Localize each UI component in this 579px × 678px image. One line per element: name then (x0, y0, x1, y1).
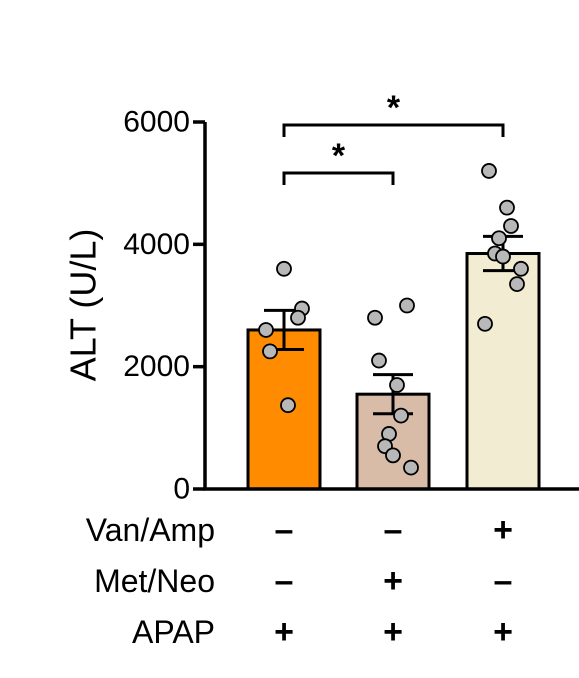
y-tick-label-0: 0 (173, 473, 190, 506)
significance-bracket-2 (282, 171, 395, 185)
significance-star-1: * (387, 89, 401, 127)
y-tick-label-4000: 4000 (123, 228, 190, 261)
data-point (276, 260, 292, 277)
condition-sign-r1-c2: – (384, 511, 403, 549)
data-point (491, 230, 507, 247)
data-point (481, 163, 497, 179)
data-point (290, 309, 306, 326)
condition-label-1: Van/Amp (86, 512, 215, 548)
data-points-layer (258, 163, 529, 476)
condition-sign-r3-c1: + (274, 613, 294, 651)
data-point (503, 218, 519, 234)
data-point (403, 459, 419, 476)
significance-bracket-1 (282, 123, 505, 137)
data-point (280, 397, 296, 414)
condition-table: Van/Amp – – + Met/Neo – + – APAP + + + (86, 511, 513, 651)
data-point (513, 260, 529, 277)
condition-sign-r3-c2: + (383, 613, 403, 651)
data-point (371, 352, 387, 369)
y-tick-label-6000: 6000 (123, 106, 190, 139)
condition-sign-r2-c2: + (383, 562, 403, 600)
data-point (495, 248, 511, 265)
condition-label-3: APAP (132, 614, 215, 650)
condition-sign-r3-c3: + (493, 613, 513, 651)
condition-sign-r1-c1: – (275, 511, 294, 549)
bar-group-3 (465, 252, 541, 491)
data-point (477, 315, 493, 332)
condition-sign-r2-c3: – (494, 562, 513, 600)
data-point (385, 447, 401, 464)
y-axis-title: ALT (U/L) (63, 229, 104, 382)
data-point (509, 276, 525, 292)
condition-label-2: Met/Neo (94, 563, 215, 599)
significance-star-2: * (332, 137, 346, 175)
y-axis: 0 2000 4000 6000 (123, 106, 579, 506)
y-tick-label-2000: 2000 (123, 350, 190, 383)
data-point (258, 322, 274, 338)
condition-sign-r2-c1: – (275, 562, 294, 600)
condition-sign-r1-c3: + (493, 511, 513, 549)
data-point (367, 309, 383, 326)
data-point (393, 407, 409, 424)
data-point (499, 199, 515, 216)
data-point (262, 343, 278, 360)
significance-layer: ** (282, 89, 505, 185)
data-point (389, 377, 405, 393)
data-point (399, 297, 415, 314)
